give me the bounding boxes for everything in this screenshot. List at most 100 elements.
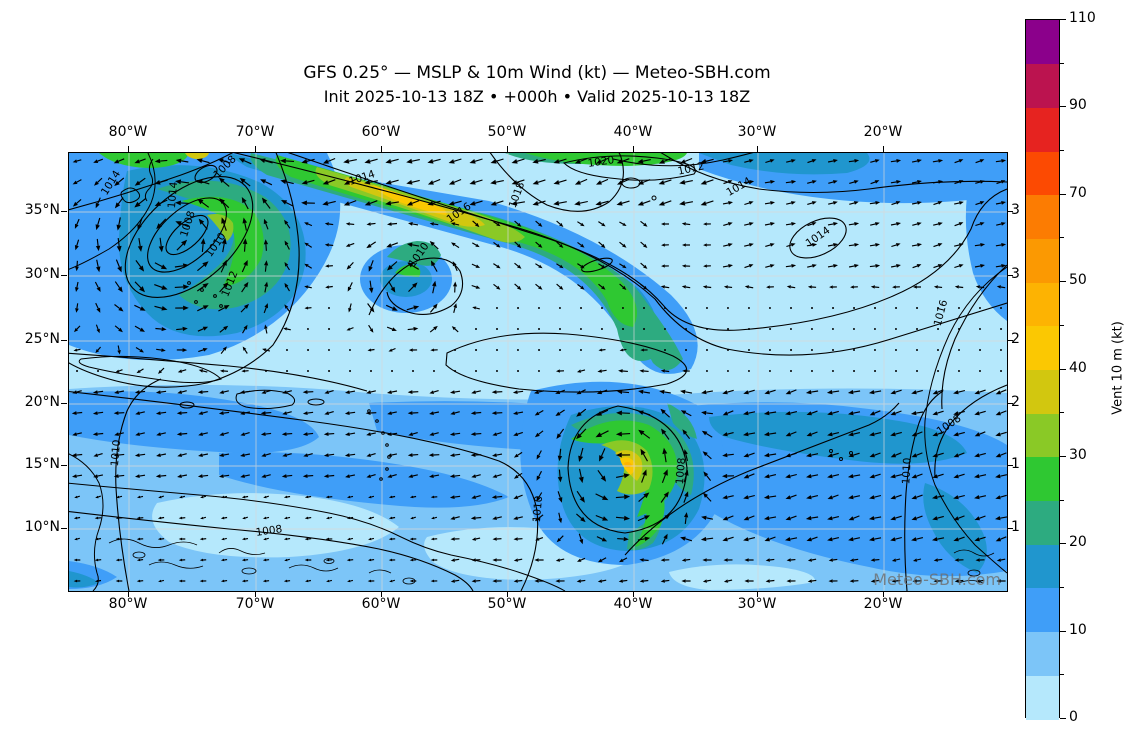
y-tick-label-right-clipped: 2 — [1011, 394, 1020, 410]
y-tick-label-right-clipped: 1 — [1011, 519, 1020, 535]
x-tick-label-top: 50°W — [487, 124, 527, 140]
isobar-label: 1010 — [109, 439, 123, 467]
colorbar-tick-label: 40 — [1069, 359, 1087, 376]
y-tick-mark-left — [61, 275, 67, 276]
colorbar-tick-mark — [1060, 499, 1064, 501]
x-tick-mark-bottom — [757, 591, 758, 597]
y-tick-label-left: 20°N — [24, 394, 60, 410]
x-tick-label-top: 80°W — [108, 124, 148, 140]
colorbar-tick-mark — [1060, 586, 1064, 588]
y-tick-mark-left — [61, 465, 67, 466]
x-tick-label-top: 20°W — [863, 124, 903, 140]
x-tick-mark-top — [757, 146, 758, 152]
colorbar-tick-label: 10 — [1069, 621, 1087, 638]
y-tick-mark-right — [1007, 528, 1013, 529]
colorbar-segment — [1026, 675, 1059, 720]
colorbar-tick-mark — [1060, 412, 1064, 414]
colorbar-tick-mark — [1060, 543, 1066, 545]
y-tick-mark-right — [1007, 403, 1013, 404]
colorbar-tick-mark — [1060, 150, 1064, 152]
x-tick-label-bottom: 50°W — [487, 596, 527, 612]
colorbar-tick-label: 30 — [1069, 446, 1087, 463]
wind-vector-arrows — [71, 157, 1007, 583]
x-tick-label-bottom: 80°W — [108, 596, 148, 612]
colorbar-tick-mark — [1060, 368, 1066, 370]
colorbar-tick-mark — [1060, 62, 1064, 64]
weather-map-svg: 1014101410081008101010121014101610181020… — [69, 153, 1007, 591]
colorbar-segment — [1026, 587, 1059, 633]
y-tick-label-right-clipped: 3 — [1011, 266, 1020, 282]
x-tick-label-bottom: 20°W — [863, 596, 903, 612]
x-tick-label-top: 70°W — [235, 124, 275, 140]
graticule-gridlines — [69, 153, 1007, 591]
colorbar-segment — [1026, 325, 1059, 370]
isobar-label: 1008 — [255, 523, 283, 539]
chart-subtitle: Init 2025-10-13 18Z • +000h • Valid 2025… — [323, 87, 751, 106]
y-tick-label-right-clipped: 2 — [1011, 331, 1020, 347]
colorbar-segment — [1026, 631, 1059, 676]
y-tick-label-right-clipped: 3 — [1011, 202, 1020, 218]
y-tick-label-right-clipped: 1 — [1011, 456, 1020, 472]
x-tick-mark-bottom — [633, 591, 634, 597]
colorbar-segment — [1026, 500, 1059, 545]
y-tick-label-left: 35°N — [24, 202, 60, 218]
colorbar-tick-label: 20 — [1069, 534, 1087, 551]
y-tick-mark-left — [61, 528, 67, 529]
y-tick-mark-left — [61, 211, 67, 212]
y-tick-mark-right — [1007, 211, 1013, 212]
isobar-label: 1010 — [900, 457, 913, 484]
y-tick-label-left: 15°N — [24, 456, 60, 472]
colorbar-tick-label: 0 — [1069, 709, 1078, 725]
x-tick-label-bottom: 40°W — [613, 596, 653, 612]
colorbar-segment — [1026, 238, 1059, 283]
x-tick-mark-top — [507, 146, 508, 152]
colorbar-segment — [1026, 282, 1059, 327]
y-tick-mark-left — [61, 403, 67, 404]
x-tick-mark-top — [883, 146, 884, 152]
x-tick-mark-top — [381, 146, 382, 152]
x-tick-mark-bottom — [507, 591, 508, 597]
colorbar-tick-mark — [1060, 455, 1066, 457]
x-tick-label-bottom: 60°W — [361, 596, 401, 612]
colorbar-tick-mark — [1060, 324, 1064, 326]
x-tick-mark-top — [255, 146, 256, 152]
x-tick-mark-bottom — [381, 591, 382, 597]
colorbar-segment — [1026, 20, 1059, 65]
colorbar-segment — [1026, 369, 1059, 414]
x-tick-mark-bottom — [128, 591, 129, 597]
x-tick-mark-bottom — [255, 591, 256, 597]
mslp-isobars — [69, 153, 1007, 591]
colorbar-segment — [1026, 413, 1059, 458]
x-tick-label-top: 60°W — [361, 124, 401, 140]
x-tick-mark-top — [633, 146, 634, 152]
colorbar-tick-label: 50 — [1069, 272, 1087, 289]
watermark: Meteo-SBH.com — [873, 570, 1001, 589]
coastlines — [69, 153, 1007, 591]
colorbar-segment — [1026, 544, 1059, 589]
x-tick-mark-bottom — [883, 591, 884, 597]
isobar-label: 1014 — [166, 181, 180, 209]
wind-arrow-tails — [76, 157, 1007, 582]
colorbar-axis-label: Vent 10 m (kt) — [1110, 321, 1126, 415]
colorbar-tick-label: 110 — [1069, 10, 1096, 26]
x-tick-label-bottom: 30°W — [737, 596, 777, 612]
colorbar-segment — [1026, 63, 1059, 108]
colorbar-tick-mark — [1060, 718, 1066, 719]
isobar-label: 1008 — [674, 457, 688, 485]
terrain-contour-clutter — [108, 538, 995, 585]
colorbar-tick-label: 70 — [1069, 184, 1087, 201]
x-tick-mark-top — [128, 146, 129, 152]
colorbar-segment — [1026, 151, 1059, 196]
colorbar-segment — [1026, 194, 1059, 239]
x-tick-label-top: 40°W — [613, 124, 653, 140]
y-tick-label-left: 25°N — [24, 331, 60, 347]
colorbar-segment — [1026, 107, 1059, 152]
colorbar-tick-mark — [1060, 281, 1066, 283]
isobar-label: 1012 — [677, 160, 706, 177]
chart-title: GFS 0.25° — MSLP & 10m Wind (kt) — Meteo… — [303, 63, 771, 83]
y-tick-mark-right — [1007, 340, 1013, 341]
y-tick-label-left: 10°N — [24, 519, 60, 535]
colorbar-tick-mark — [1060, 193, 1066, 195]
wind-arrow-heads — [71, 158, 1007, 583]
